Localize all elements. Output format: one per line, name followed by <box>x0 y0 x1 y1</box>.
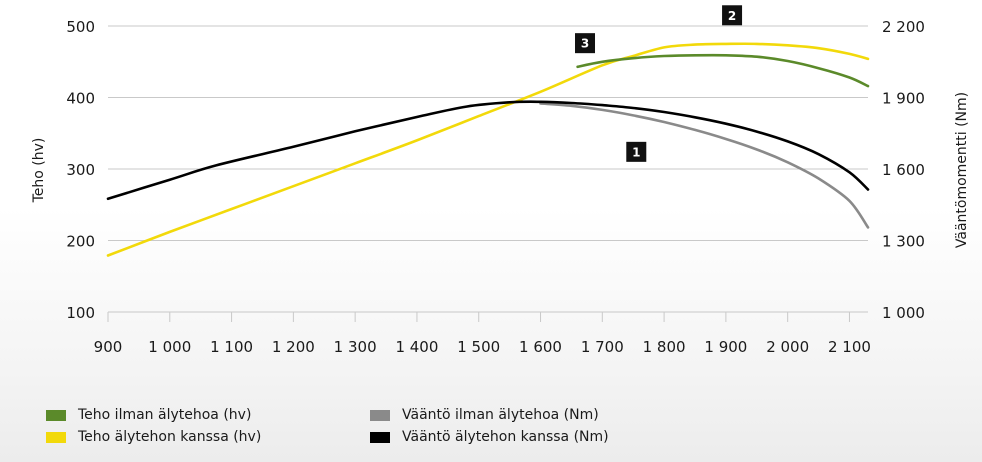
x-tick-label: 1 200 <box>272 338 315 356</box>
y-right-tick-label: 1 300 <box>882 233 925 251</box>
y-right-tick-label: 1 900 <box>882 90 925 108</box>
y-left-tick-label: 200 <box>66 233 95 251</box>
annotation-marker-label: 3 <box>581 37 589 51</box>
x-tick-label: 1 800 <box>643 338 686 356</box>
grid-lines <box>108 25 868 313</box>
y-left-tick-label: 100 <box>66 304 95 322</box>
annotation-marker-label: 1 <box>632 145 640 159</box>
annotation-marker-label: 2 <box>728 9 736 23</box>
x-axis: 900 1 000 1 100 1 200 1 300 1 400 1 500 1 600 1 … <box>94 312 871 356</box>
x-tick-label: 1 600 <box>519 338 562 356</box>
x-tick-label: 2 000 <box>766 338 809 356</box>
y-right-tick-label: 1 000 <box>882 304 925 322</box>
series-line-torque-no-boost <box>539 102 870 229</box>
y-left-tick-label: 400 <box>66 90 95 108</box>
y-left-tick-label: 500 <box>66 18 95 36</box>
y-axis-right: 1 000 1 300 1 600 1 900 2 200 <box>882 18 925 322</box>
series-line-power-no-boost <box>576 53 870 88</box>
x-tick-label: 900 <box>94 338 123 356</box>
x-tick-label: 1 100 <box>210 338 253 356</box>
x-tick-label: 1 700 <box>581 338 624 356</box>
x-tick-label: 1 300 <box>334 338 377 356</box>
x-tick-label: 1 500 <box>457 338 500 356</box>
y-axis-right-title: Vääntömomentti (Nm) <box>954 92 970 248</box>
annotation-marker-box <box>575 33 596 54</box>
y-axis-left-title: Teho (hv) <box>31 138 47 204</box>
series-line-power-boost <box>106 42 870 257</box>
y-axis-left: 100 200 300 400 500 <box>66 18 95 322</box>
x-tick-label: 2 100 <box>828 338 871 356</box>
annotation-marker-box <box>626 141 647 162</box>
annotation-markers: 1 2 3 <box>575 5 743 162</box>
y-right-tick-label: 1 600 <box>882 161 925 179</box>
y-left-tick-label: 300 <box>66 161 95 179</box>
y-right-tick-label: 2 200 <box>882 18 925 36</box>
series-lines <box>106 42 870 257</box>
x-tick-label: 1 900 <box>704 338 747 356</box>
x-tick-label: 1 400 <box>395 338 438 356</box>
annotation-marker-box <box>722 5 743 26</box>
series-line-torque-boost <box>106 100 870 201</box>
x-tick-label: 1 000 <box>148 338 191 356</box>
